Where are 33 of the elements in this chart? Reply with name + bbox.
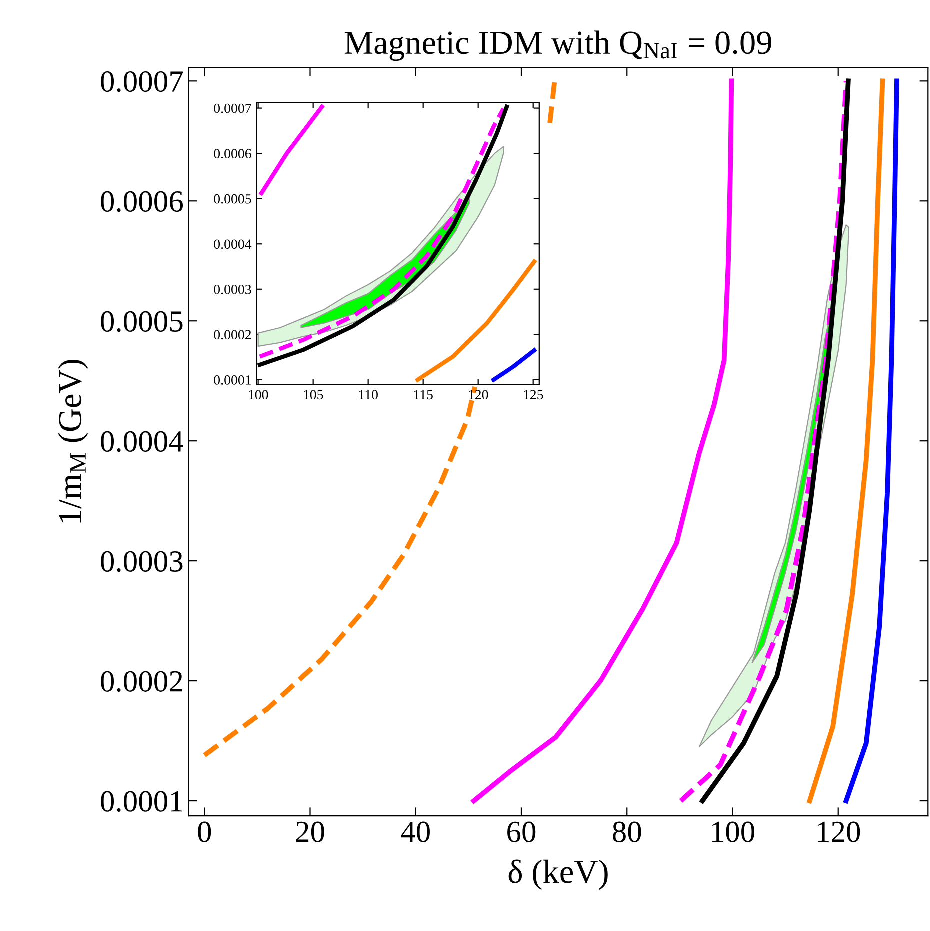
x-tick-label: 20	[296, 822, 324, 842]
x-tick-label: 100	[712, 822, 754, 842]
x-axis-title: δ (keV)	[508, 860, 608, 890]
y-tick-label: 0.0002	[101, 671, 182, 692]
x-tick-label: 40	[401, 822, 430, 842]
line-series	[416, 260, 537, 382]
line-series	[807, 78, 886, 804]
x-tick-label: 100	[249, 390, 268, 400]
y-tick-label: 0.0004	[101, 431, 184, 452]
y-tick-label: 0.0003	[101, 551, 183, 572]
y-tick-label: 0.0002	[214, 330, 252, 340]
chart-title: Magnetic IDM with Q$_{NaI}$ = 0.09	[344, 30, 772, 62]
x-tick-label: 125	[524, 390, 544, 400]
y-axis-title: 1/m$_{M}$ (GeV)	[58, 360, 88, 523]
x-tick-label: 60	[508, 822, 536, 842]
x-tick-label: 80	[613, 822, 642, 842]
x-tick-label: 105	[304, 390, 324, 400]
x-tick-label: 110	[359, 390, 378, 400]
y-tick-label: 0.0001	[101, 791, 182, 812]
x-tick-label: 120	[469, 390, 488, 400]
y-tick-label: 0.0006	[101, 191, 184, 212]
y-tick-label: 0.0004	[214, 240, 252, 250]
y-tick-label: 0.0005	[101, 311, 183, 332]
y-tick-label: 0.0007	[101, 71, 184, 92]
x-tick-label: 0	[198, 822, 212, 842]
y-tick-label: 0.0005	[214, 194, 252, 204]
y-tick-label: 0.0003	[214, 284, 252, 294]
x-tick-label: 115	[414, 390, 433, 400]
y-tick-label: 0.0007	[214, 104, 252, 114]
x-tick-label: 120	[818, 822, 860, 842]
line-series	[844, 78, 900, 804]
y-tick-label: 0.0006	[214, 149, 252, 159]
y-tick-label: 0.0001	[214, 376, 251, 385]
